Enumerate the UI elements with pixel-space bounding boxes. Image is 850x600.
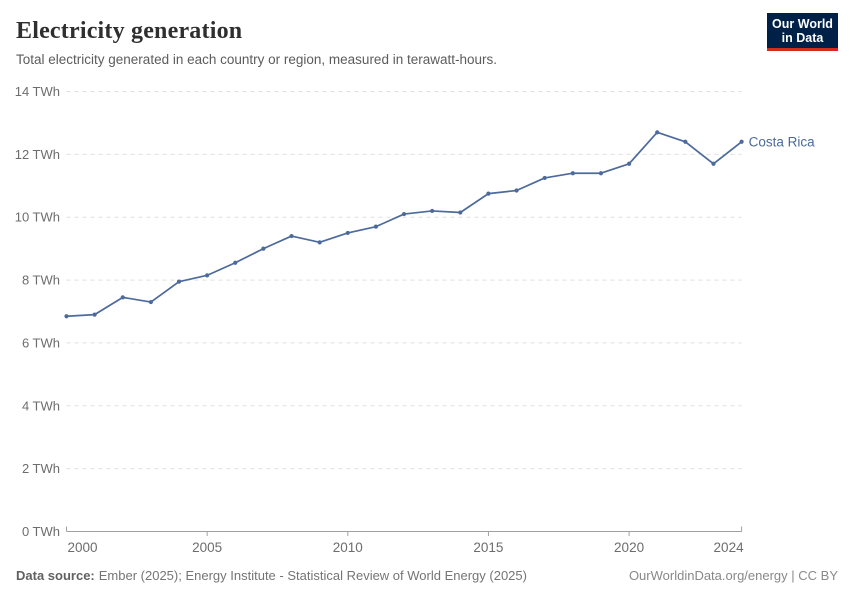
- data-source-text: Ember (2025); Energy Institute - Statist…: [98, 568, 527, 583]
- logo-line-1: Our World: [772, 17, 833, 31]
- x-axis-tick-label: 2024: [714, 540, 745, 555]
- data-point[interactable]: [401, 211, 407, 217]
- x-axis-tick-label: 2010: [333, 540, 363, 555]
- data-source-note: Data source: Ember (2025); Energy Institu…: [16, 568, 527, 583]
- chart-subtitle: Total electricity generated in each coun…: [16, 52, 497, 67]
- data-point[interactable]: [626, 161, 632, 166]
- data-point[interactable]: [486, 191, 491, 196]
- x-axis-tick-label: 2015: [473, 540, 503, 555]
- page-title: Electricity generation: [16, 18, 243, 44]
- data-point[interactable]: [542, 175, 547, 181]
- data-point[interactable]: [514, 188, 519, 193]
- x-axis-tick-label: 2005: [192, 540, 222, 555]
- y-axis-tick-label: 0 TWh: [22, 524, 60, 539]
- y-axis-tick-label: 8 TWh: [22, 273, 60, 288]
- data-point[interactable]: [205, 273, 210, 278]
- y-axis-tick-label: 10 TWh: [15, 210, 60, 225]
- data-point[interactable]: [345, 230, 350, 236]
- data-source-label: Data source:: [16, 568, 95, 583]
- data-point[interactable]: [92, 312, 97, 317]
- x-axis-tick-label: 2000: [68, 540, 98, 555]
- data-point[interactable]: [317, 240, 322, 245]
- data-point[interactable]: [120, 295, 125, 300]
- series-end-label[interactable]: Costa Rica: [749, 134, 816, 149]
- y-axis-tick-label: 2 TWh: [22, 461, 60, 476]
- y-axis-tick-label: 12 TWh: [15, 147, 60, 162]
- data-point[interactable]: [289, 233, 294, 239]
- data-point[interactable]: [176, 279, 182, 284]
- data-point[interactable]: [711, 161, 716, 166]
- owid-logo[interactable]: Our World in Data: [767, 13, 838, 51]
- data-point[interactable]: [64, 314, 69, 319]
- chart-header: Electricity generation Total electricity…: [16, 18, 756, 67]
- license-link[interactable]: OurWorldinData.org/energy | CC BY: [628, 568, 838, 583]
- data-point[interactable]: [683, 139, 688, 144]
- data-point[interactable]: [655, 130, 660, 135]
- data-point[interactable]: [373, 224, 379, 229]
- data-point[interactable]: [458, 210, 463, 215]
- data-point[interactable]: [148, 299, 153, 305]
- logo-line-2: in Data: [781, 31, 824, 45]
- y-axis-tick-label: 6 TWh: [22, 335, 60, 350]
- data-point[interactable]: [430, 208, 435, 214]
- plot-area[interactable]: [67, 92, 742, 532]
- x-axis-tick-label: 2020: [614, 540, 644, 555]
- data-point[interactable]: [261, 246, 266, 251]
- data-point[interactable]: [598, 171, 604, 176]
- chart-footer: Data source: Ember (2025); Energy Institu…: [16, 568, 838, 583]
- y-axis-tick-label: 4 TWh: [22, 398, 60, 413]
- data-point[interactable]: [739, 139, 744, 144]
- data-point[interactable]: [233, 260, 238, 265]
- data-point[interactable]: [570, 171, 575, 176]
- y-axis-tick-label: 14 TWh: [15, 84, 60, 99]
